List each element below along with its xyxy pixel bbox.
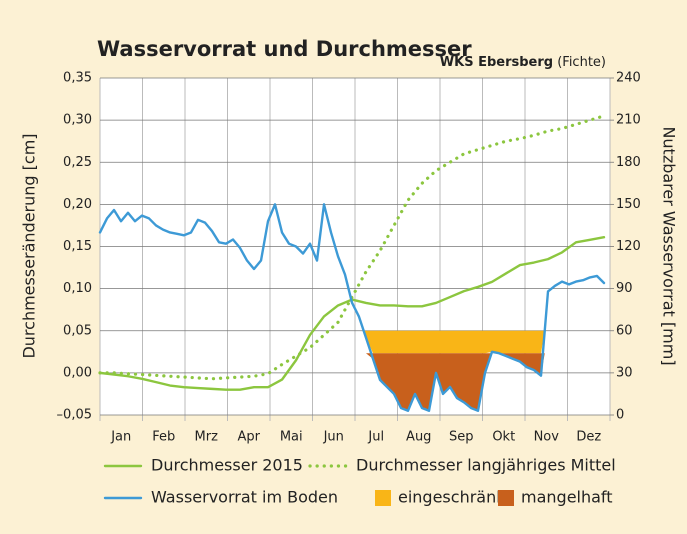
x-tick-label: Dez	[576, 430, 601, 445]
y2-tick-label: 240	[616, 71, 641, 86]
x-tick-label: Mrz	[195, 430, 219, 445]
series-line	[98, 203, 606, 412]
y-tick-label: 0,20	[63, 197, 92, 212]
y2-axis-label: Nutzbarer Wasservorrat [mm]	[660, 126, 679, 365]
y2-tick-label: 60	[616, 323, 633, 338]
x-tick-label: Jun	[323, 430, 344, 445]
y-tick-label: 0,00	[63, 365, 92, 380]
y-tick-label: 0,35	[63, 71, 92, 86]
legend-label: eingeschränkt	[398, 488, 512, 507]
x-tick-label: Jul	[367, 430, 384, 445]
band-area	[363, 353, 545, 411]
subtitle: WKS Ebersberg (Fichte)	[440, 55, 606, 70]
y-tick-label: –0,05	[57, 408, 92, 423]
y-tick-label: 0,30	[63, 113, 92, 128]
y-tick-label: 0,15	[63, 239, 92, 254]
source: WKS Ebersberg	[440, 55, 553, 70]
y-tick-label: 0,05	[63, 323, 92, 338]
legend-label: Wasservorrat im Boden	[151, 488, 338, 507]
y2-tick-label: 180	[616, 155, 641, 170]
x-tick-label: Apr	[238, 430, 261, 445]
band-area	[363, 330, 545, 354]
series-line	[98, 114, 606, 381]
x-tick-label: Aug	[406, 430, 431, 445]
x-tick-label: Jan	[110, 430, 131, 445]
x-tick-label: Okt	[492, 430, 515, 445]
y2-tick-label: 90	[616, 281, 633, 296]
y2-tick-label: 150	[616, 197, 641, 212]
legend-swatch	[498, 490, 514, 506]
chart-title: Wasservorrat und Durchmesser	[97, 37, 472, 61]
x-tick-label: Sep	[449, 430, 474, 445]
y2-tick-label: 30	[616, 365, 633, 380]
legend-swatch	[375, 490, 391, 506]
y2-tick-label: 0	[616, 408, 624, 423]
y2-tick-label: 120	[616, 239, 641, 254]
x-tick-label: Mai	[280, 430, 303, 445]
legend-label: Durchmesser 2015	[151, 456, 303, 475]
y-tick-label: 0,25	[63, 155, 92, 170]
y-tick-label: 0,10	[63, 281, 92, 296]
legend-label: mangelhaft	[521, 488, 613, 507]
y2-tick-label: 210	[616, 113, 641, 128]
x-tick-label: Nov	[534, 430, 560, 445]
x-tick-label: Feb	[152, 430, 175, 445]
legend-label: Durchmesser langjähriges Mittel	[356, 456, 616, 475]
note: (Fichte)	[557, 55, 606, 70]
y-axis-label: Durchmesseränderung [cm]	[20, 133, 39, 358]
